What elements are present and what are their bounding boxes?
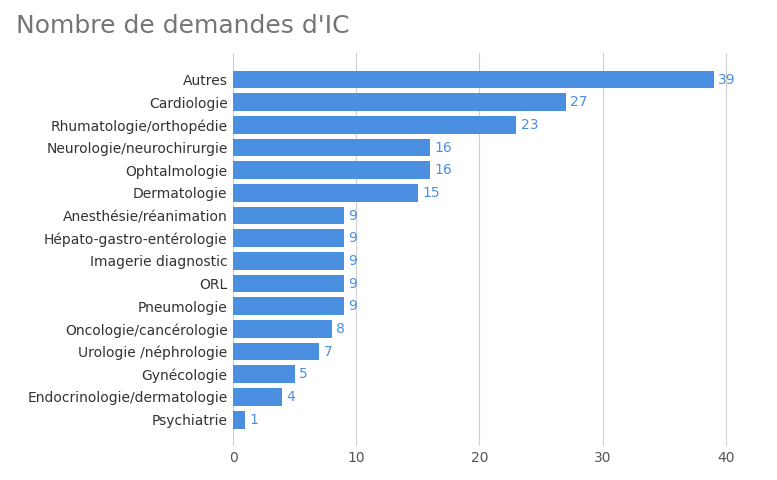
Text: 5: 5	[299, 367, 308, 381]
Text: 9: 9	[348, 254, 357, 268]
Text: 8: 8	[336, 322, 345, 336]
Bar	[233, 139, 430, 156]
Text: 4: 4	[287, 390, 295, 404]
Bar	[233, 320, 332, 338]
Bar	[233, 298, 344, 315]
Bar	[233, 94, 566, 111]
Bar	[233, 116, 517, 134]
Bar	[233, 184, 418, 202]
Bar	[233, 343, 319, 360]
Text: 7: 7	[324, 345, 333, 359]
Text: 39: 39	[718, 72, 736, 86]
Text: 9: 9	[348, 231, 357, 245]
Text: 16: 16	[434, 163, 452, 177]
Bar	[233, 71, 713, 88]
Text: 27: 27	[570, 95, 587, 109]
Text: 15: 15	[422, 186, 440, 200]
Bar	[233, 161, 430, 179]
Bar	[233, 388, 282, 406]
Text: 1: 1	[249, 413, 259, 427]
Text: 16: 16	[434, 141, 452, 155]
Text: 9: 9	[348, 209, 357, 223]
Bar	[233, 252, 344, 270]
Text: Nombre de demandes d'IC: Nombre de demandes d'IC	[16, 14, 349, 38]
Bar	[233, 365, 294, 383]
Text: 9: 9	[348, 276, 357, 290]
Bar	[233, 207, 344, 225]
Text: 23: 23	[521, 118, 538, 132]
Bar	[233, 411, 246, 429]
Bar	[233, 275, 344, 292]
Bar	[233, 229, 344, 247]
Text: 9: 9	[348, 300, 357, 313]
